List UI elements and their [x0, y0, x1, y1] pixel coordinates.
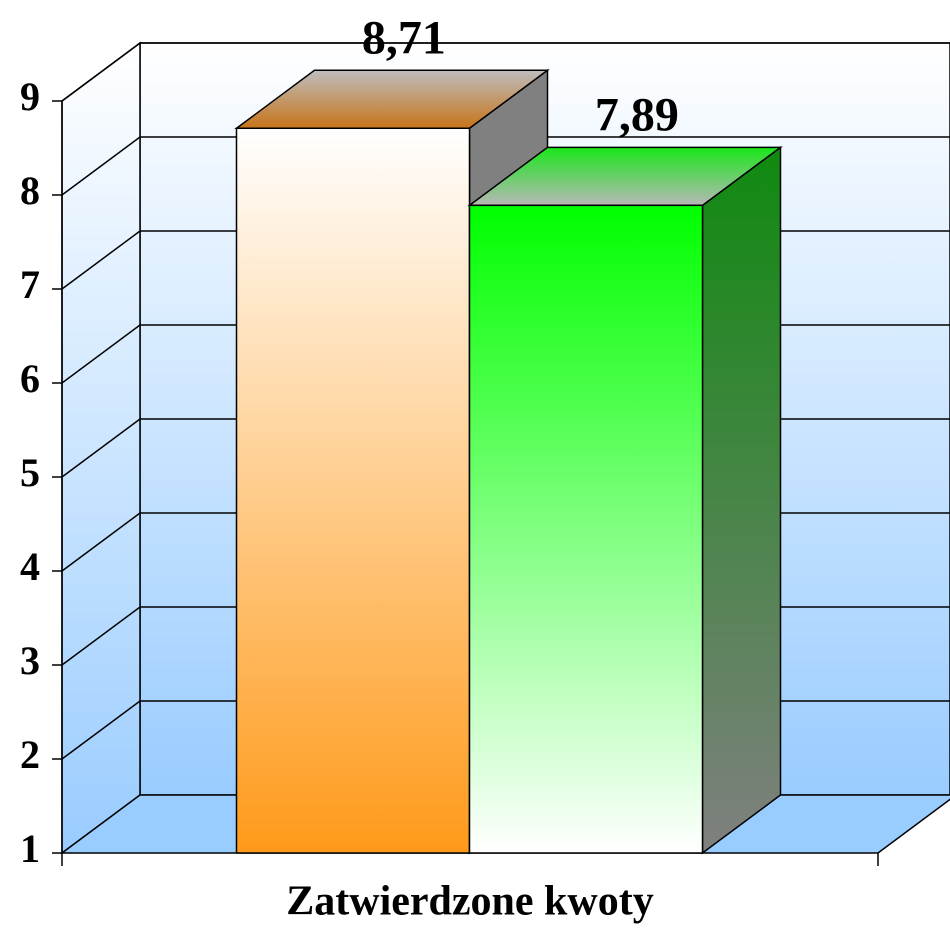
y-tick-label: 4 [20, 544, 40, 589]
y-tick-label: 3 [20, 638, 40, 683]
y-tick-label: 9 [20, 74, 40, 119]
x-tick-label: Zatwierdzone kwoty [286, 879, 653, 925]
y-tick-label: 5 [20, 450, 40, 495]
bar [468, 204, 704, 854]
bar-side [701, 145, 782, 855]
y-tick-label: 8 [20, 168, 40, 213]
bar [235, 127, 471, 854]
y-tick-label: 1 [20, 826, 40, 871]
grid-line [61, 136, 950, 196]
y-tick-label: 7 [20, 262, 40, 307]
value-label: 8,71 [362, 11, 446, 64]
value-label: 7,89 [595, 88, 679, 141]
grid-line [61, 42, 950, 102]
y-tick-label: 2 [20, 732, 40, 777]
y-tick-label: 6 [20, 356, 40, 401]
